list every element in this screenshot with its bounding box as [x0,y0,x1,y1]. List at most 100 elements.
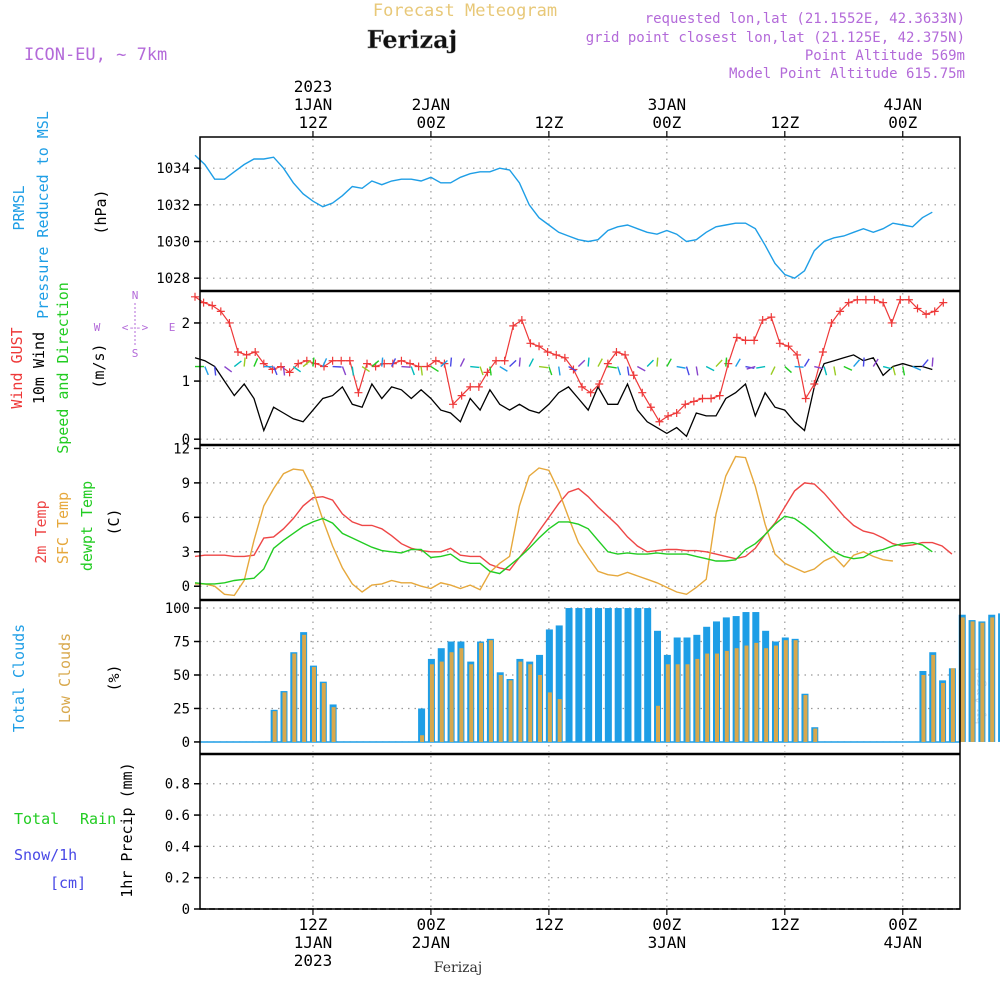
low-clouds-bar [429,664,434,742]
temp-ytick-label: 3 [182,545,190,561]
precip-ytick-label: 0.8 [165,777,190,793]
wind-direction-arrow [381,357,384,367]
temp-ytick-label: 6 [182,510,190,526]
low-clouds-bar [272,711,277,742]
point-altitude: Point Altitude 569m [805,48,965,64]
wind-gust-marker [191,292,199,301]
wind-direction-arrow [803,358,810,367]
wind-gust-marker [586,388,595,397]
low-clouds-bar [813,728,818,742]
total-label: Total [14,810,59,828]
wind-direction-arrow [243,357,246,367]
low-clouds-bar [734,648,739,742]
wind-gust-marker [741,336,750,345]
wind-gust-marker [234,348,243,357]
low-clouds-bar [488,640,493,742]
wind-direction-arrow [213,366,217,376]
temp-2m-line [194,482,953,571]
wind-gust-marker [517,316,526,325]
top-time-label: 4JAN [883,95,922,114]
wind-direction-arrow [312,357,315,367]
wind-gust-marker [345,356,354,365]
wind-gust-marker [285,368,294,377]
wind-gust-marker [853,295,862,304]
bottom-time-label: 00Z [416,915,445,934]
wind-direction-arrow [853,359,861,368]
model-label: ICON-EU, ~ 7km [24,45,167,65]
wind-gust-marker [354,388,363,397]
wind-gust-marker [827,318,836,327]
wind-gust-marker [251,348,260,357]
wind-direction-arrow [756,365,766,369]
wind-direction-arrow [204,366,209,376]
wind-direction-arrow [410,366,416,376]
wind-direction-arrow [440,360,448,368]
wind-direction-arrow [489,366,492,376]
low-clouds-bar [803,695,808,742]
wind-gust-marker [664,411,673,420]
top-time-label: 00Z [888,113,917,132]
low-clouds-bar [665,664,670,742]
wind-direction-arrow [233,360,242,368]
wind-gust-marker [474,382,483,391]
wind-gust-marker [913,304,922,313]
dewpt-temp-label: dewpt Temp [78,481,96,571]
wind-direction-arrow [892,366,896,376]
low-clouds-bar [282,692,287,742]
wind-gust-marker [646,403,655,412]
wind-gust-marker [672,409,681,418]
wind-gust-marker [431,356,440,365]
wind-gust-marker [810,379,819,388]
clouds-ytick-label: 25 [173,701,190,717]
total-clouds-bar [555,625,563,742]
snow-unit-label: [cm] [50,874,86,892]
wind-direction-arrow [351,366,355,376]
wind-gust-marker [294,359,303,368]
wind-direction-arrow [735,358,741,367]
wind-gust-marker [930,307,939,316]
wind-gust-marker [775,339,784,348]
pressure-ytick-label: 1034 [156,161,190,177]
footer-location: Ferizaj [434,960,482,976]
wind-gust-marker [397,356,406,365]
temp-ytick-label: 0 [182,579,190,595]
wind-gust-marker [629,371,638,380]
wind-direction-arrow [705,365,715,372]
low-clouds-bar [459,648,464,742]
low-clouds-bar [302,634,307,742]
low-clouds-label: Low Clouds [56,633,74,723]
wind-panel: Wind GUST 10m Wind Speed and Direction (… [8,282,960,454]
wind-gust-marker [225,318,234,327]
wind-direction-arrow [568,365,577,372]
wind-gust-marker [328,356,337,365]
temp-ytick-label: 12 [173,441,190,457]
wind-gust-marker [543,348,552,357]
top-time-label: 00Z [416,113,445,132]
low-clouds-bar [705,653,710,742]
top-time-label: 2023 [294,77,333,96]
wind-gust-marker [767,313,776,322]
prmsl-label: PRMSL [10,185,28,230]
low-clouds-bar [980,622,985,742]
wind-direction-arrow [833,366,837,376]
wind-gust-marker [801,394,810,403]
pressure-ytick-label: 1032 [156,198,190,214]
wind-direction-arrow [794,365,804,368]
low-clouds-bar [744,645,749,742]
low-clouds-bar [311,666,316,742]
precip-panel: Total Rain Snow/1h [cm] 1hr Precip (mm) … [14,756,960,918]
wind-direction-arrow [459,358,466,367]
wind-gust-marker [466,382,475,391]
wind-gust-marker [526,339,535,348]
wind-gust-marker [818,348,827,357]
low-clouds-bar [675,664,680,742]
wind-gust-marker [578,382,587,391]
bottom-time-label: 4JAN [883,933,922,952]
wind-direction-arrow [253,358,259,367]
bottom-time-label: 12Z [534,915,563,934]
sfc-temp-line [195,455,893,597]
requested-coords: requested lon,lat (21.1552E, 42.3633N) [645,11,965,27]
chart-kind-title: Forecast Meteogram [373,1,557,21]
wind-gust-marker [449,400,458,409]
